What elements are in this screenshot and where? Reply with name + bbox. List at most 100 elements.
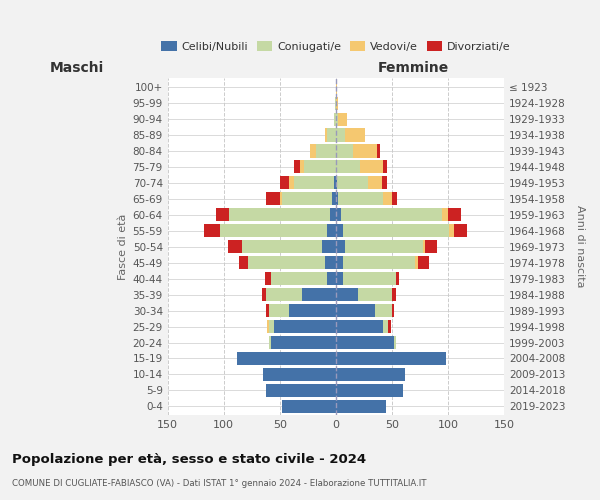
Bar <box>336 304 375 317</box>
Bar <box>392 288 397 301</box>
Bar <box>302 288 336 301</box>
Bar <box>336 224 343 237</box>
Bar <box>382 176 388 190</box>
Bar <box>392 304 394 317</box>
Bar <box>338 112 347 126</box>
Bar <box>337 176 368 190</box>
Bar <box>454 224 467 237</box>
Bar <box>289 176 295 190</box>
Bar <box>336 368 406 381</box>
Bar <box>239 256 248 269</box>
Bar <box>325 256 336 269</box>
Bar <box>423 240 425 254</box>
Bar <box>242 240 322 254</box>
Bar <box>282 400 336 413</box>
Bar <box>274 320 336 333</box>
Bar <box>335 96 336 110</box>
Bar <box>229 208 330 222</box>
Bar <box>375 304 392 317</box>
Bar <box>361 160 383 173</box>
Bar <box>368 176 382 190</box>
Bar <box>266 288 302 301</box>
Bar <box>442 208 448 222</box>
Y-axis label: Fasce di età: Fasce di età <box>118 214 128 280</box>
Bar <box>228 240 242 254</box>
Bar <box>336 208 341 222</box>
Bar <box>336 352 446 365</box>
Text: Maschi: Maschi <box>50 61 104 75</box>
Bar <box>338 192 383 205</box>
Bar <box>330 208 336 222</box>
Bar <box>388 320 391 333</box>
Bar <box>383 320 388 333</box>
Bar <box>336 192 338 205</box>
Bar <box>262 288 266 301</box>
Y-axis label: Anni di nascita: Anni di nascita <box>575 206 585 288</box>
Bar <box>343 224 449 237</box>
Bar <box>327 128 336 141</box>
Bar <box>341 208 442 222</box>
Bar <box>336 384 403 397</box>
Bar <box>336 176 337 190</box>
Bar <box>377 144 380 158</box>
Bar <box>325 128 327 141</box>
Bar <box>295 160 300 173</box>
Bar <box>336 144 353 158</box>
Bar <box>295 176 334 190</box>
Bar <box>336 128 345 141</box>
Bar <box>316 144 336 158</box>
Bar <box>336 112 338 126</box>
Bar <box>203 224 220 237</box>
Bar <box>336 80 337 94</box>
Bar <box>353 144 377 158</box>
Bar <box>327 272 336 285</box>
Bar <box>336 320 383 333</box>
Bar <box>280 192 282 205</box>
Bar <box>343 256 415 269</box>
Bar <box>345 240 423 254</box>
Text: Femmine: Femmine <box>377 61 449 75</box>
Bar <box>263 368 336 381</box>
Bar <box>269 304 289 317</box>
Bar <box>269 336 271 349</box>
Bar <box>425 240 437 254</box>
Bar <box>448 208 461 222</box>
Bar <box>248 256 325 269</box>
Bar <box>266 384 336 397</box>
Bar <box>268 320 269 333</box>
Legend: Celibi/Nubili, Coniugati/e, Vedovi/e, Divorziati/e: Celibi/Nubili, Coniugati/e, Vedovi/e, Di… <box>157 36 515 56</box>
Bar <box>289 304 336 317</box>
Bar <box>300 160 304 173</box>
Bar <box>336 240 345 254</box>
Bar <box>383 192 392 205</box>
Bar <box>343 272 397 285</box>
Bar <box>282 192 332 205</box>
Bar <box>336 96 338 110</box>
Text: Popolazione per età, sesso e stato civile - 2024: Popolazione per età, sesso e stato civil… <box>12 452 366 466</box>
Bar <box>266 304 269 317</box>
Bar <box>265 272 271 285</box>
Bar <box>266 192 280 205</box>
Bar <box>415 256 418 269</box>
Bar <box>397 272 398 285</box>
Bar <box>418 256 429 269</box>
Bar <box>334 112 336 126</box>
Bar <box>271 272 327 285</box>
Bar <box>327 224 336 237</box>
Bar <box>394 336 397 349</box>
Bar <box>280 176 289 190</box>
Bar <box>220 224 327 237</box>
Bar <box>216 208 229 222</box>
Bar <box>332 192 336 205</box>
Bar <box>271 336 336 349</box>
Bar <box>334 176 336 190</box>
Bar <box>304 160 336 173</box>
Bar <box>336 256 343 269</box>
Bar <box>358 288 392 301</box>
Bar <box>237 352 336 365</box>
Bar <box>322 240 336 254</box>
Bar <box>336 288 358 301</box>
Bar <box>336 336 394 349</box>
Bar <box>336 400 386 413</box>
Bar <box>336 160 361 173</box>
